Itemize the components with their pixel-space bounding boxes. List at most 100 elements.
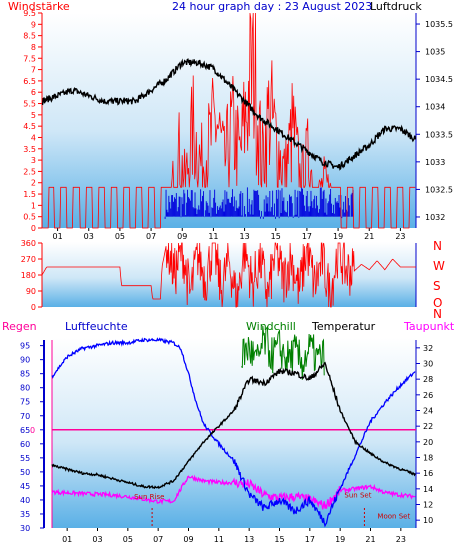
wind-tick-label: 1.5	[23, 190, 36, 199]
sunset-label: Sun Set	[344, 491, 371, 499]
pressure-tick-label: 1032	[425, 213, 445, 222]
series-luftdruck	[41, 58, 417, 171]
x-tick-label: 15	[271, 232, 281, 241]
series-temperatur	[51, 361, 416, 490]
humidity-tick-label: 75	[20, 398, 30, 407]
compass-w: W	[433, 259, 445, 273]
temp-tick-label: 18	[423, 454, 433, 463]
rain-zero-label: 0	[30, 426, 35, 435]
wind-axis-title: Windstärke	[8, 0, 70, 13]
temp-tick-label: 32	[423, 344, 433, 353]
x-tick-label: 09	[177, 232, 187, 241]
x-tick-label: 11	[214, 535, 224, 544]
temp-tick-label: 26	[423, 391, 433, 400]
legend-luftfeuchte: Luftfeuchte	[65, 320, 128, 333]
x-tick-label: 07	[153, 535, 163, 544]
x-tick-label: 21	[365, 535, 375, 544]
humidity-tick-label: 60	[20, 440, 30, 449]
direction-panel-bg	[42, 242, 416, 307]
temp-tick-label: 16	[423, 469, 433, 478]
pressure-tick-label: 1033	[425, 158, 445, 167]
x-tick-label: 01	[52, 232, 62, 241]
wind-tick-label: 8.5	[23, 32, 36, 41]
temp-panel-bg	[52, 338, 416, 528]
humidity-tick-label: 95	[20, 342, 30, 351]
series-taupunkt	[51, 474, 416, 510]
wind-tick-label: 6	[31, 88, 36, 97]
wind-tick-label: 3.5	[23, 145, 36, 154]
humidity-tick-label: 90	[20, 356, 30, 365]
humidity-tick-label: 45	[20, 482, 30, 491]
x-tick-label: 17	[302, 232, 312, 241]
x-tick-label: 03	[92, 535, 102, 544]
moonset-label: Moon Set	[377, 513, 410, 521]
temp-tick-label: 10	[423, 516, 433, 525]
compass-s: S	[433, 279, 441, 293]
wind-tick-label: 3	[31, 156, 36, 165]
wind-tick-label: 4.5	[23, 122, 36, 131]
humidity-tick-label: 50	[20, 468, 30, 477]
pressure-axis-title: Luftdruck	[370, 0, 422, 13]
sunrise-label: Sun Rise	[134, 493, 164, 501]
legend-regen: Regen	[2, 320, 37, 333]
temp-tick-label: 30	[423, 360, 433, 369]
humidity-tick-label: 85	[20, 370, 30, 379]
wind-tick-label: 1	[31, 201, 36, 210]
humidity-tick-label: 40	[20, 496, 30, 505]
x-tick-label: 09	[183, 535, 193, 544]
legend-windchill: Windchill	[246, 320, 296, 333]
wind-tick-label: 8	[31, 43, 36, 52]
temp-tick-label: 28	[423, 375, 433, 384]
x-tick-label: 17	[305, 535, 315, 544]
legend-taupunkt: Taupunkt	[403, 320, 455, 333]
legend-temperatur: Temperatur	[311, 320, 376, 333]
x-tick-label: 07	[146, 232, 156, 241]
temp-tick-label: 22	[423, 422, 433, 431]
x-tick-label: 13	[244, 535, 254, 544]
series-windchill	[241, 325, 325, 380]
x-tick-label: 05	[123, 535, 133, 544]
temp-tick-label: 24	[423, 407, 433, 416]
pressure-tick-label: 1032.5	[425, 185, 453, 194]
pressure-tick-label: 1035	[425, 48, 445, 57]
pressure-tick-label: 1035.5	[425, 20, 453, 29]
wind-tick-label: 9	[31, 20, 36, 29]
wind-tick-label: 4	[31, 133, 36, 142]
wind-tick-label: 7.5	[23, 54, 36, 63]
series-windrichtung	[41, 242, 416, 308]
direction-tick-label: 180	[21, 271, 36, 280]
x-tick-label: 23	[395, 232, 405, 241]
x-tick-label: 13	[239, 232, 249, 241]
wind-tick-label: 9.5	[23, 9, 36, 18]
direction-tick-label: 270	[21, 255, 36, 264]
wind-tick-label: 5	[31, 111, 36, 120]
wind-tick-label: 7	[31, 66, 36, 75]
wind-tick-label: 0.5	[23, 213, 36, 222]
series-luftfeuchte	[51, 337, 416, 528]
compass-o: O	[433, 296, 442, 310]
temp-tick-label: 14	[423, 485, 433, 494]
x-tick-label: 11	[208, 232, 218, 241]
compass-n-top: N	[433, 239, 442, 253]
direction-tick-label: 360	[21, 239, 36, 248]
humidity-tick-label: 35	[20, 510, 30, 519]
x-tick-label: 19	[335, 535, 345, 544]
x-tick-label: 23	[396, 535, 406, 544]
x-tick-label: 03	[84, 232, 94, 241]
humidity-tick-label: 65	[20, 426, 30, 435]
x-tick-label: 15	[274, 535, 284, 544]
temp-tick-label: 20	[423, 438, 433, 447]
direction-tick-label: 90	[26, 287, 36, 296]
compass-n-bottom: N	[433, 307, 442, 321]
series-windstaerke	[42, 12, 416, 229]
x-tick-label: 21	[364, 232, 374, 241]
pressure-tick-label: 1034.5	[425, 75, 453, 84]
pressure-tick-label: 1034	[425, 103, 445, 112]
x-tick-label: 05	[115, 232, 125, 241]
pressure-tick-label: 1033.5	[425, 130, 453, 139]
humidity-tick-label: 80	[20, 384, 30, 393]
page-title: 24 hour graph day : 23 August 2023	[172, 0, 372, 13]
humidity-tick-label: 70	[20, 412, 30, 421]
wind-tick-label: 2	[31, 179, 36, 188]
